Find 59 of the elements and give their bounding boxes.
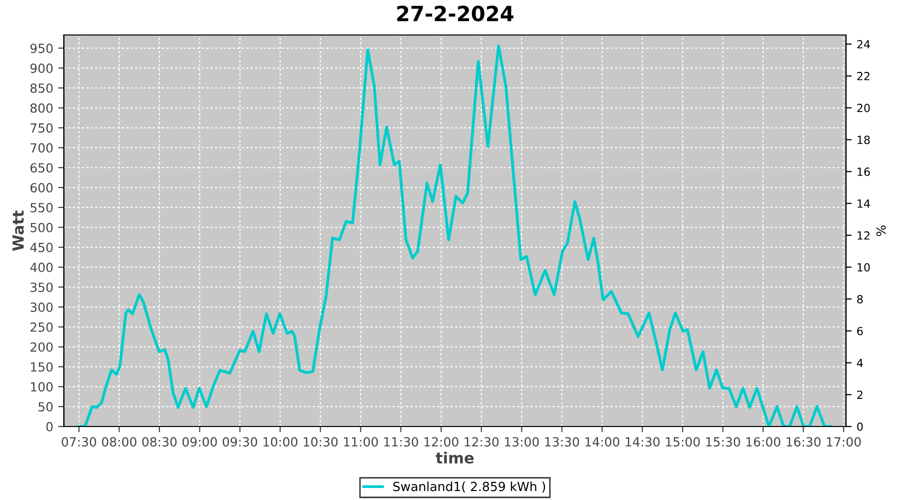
x-tick-label: 11:00 [344, 437, 378, 447]
y-tick-label: 900 [30, 64, 53, 73]
y-tick-label: 950 [30, 44, 53, 54]
x-tick-label: 09:30 [222, 437, 258, 447]
x-axis-title: time [436, 452, 474, 464]
x-tick-label: 09:00 [182, 437, 217, 447]
y-tick-label: 600 [30, 183, 53, 192]
y-tick-label: 250 [30, 322, 53, 332]
x-tick-label: 12:30 [464, 437, 499, 447]
y2-tick-label: 22 [857, 72, 870, 80]
x-tick-label: 16:00 [746, 437, 780, 447]
line-series [78, 44, 833, 426]
y-tick-label: 650 [30, 163, 53, 173]
y2-tick-label: 20 [857, 104, 870, 112]
y-tick-label: 800 [30, 103, 53, 113]
y2-tick-label: 4 [856, 358, 863, 367]
y2-tick-label: 0 [857, 422, 863, 431]
y-tick-label: 850 [30, 83, 53, 93]
x-tick-label: 15:00 [666, 437, 700, 447]
y-tick-label: 200 [30, 342, 53, 352]
y-tick-label: 500 [30, 222, 53, 232]
y-tick-label: 350 [30, 282, 53, 292]
y2-tick-label: 8 [857, 295, 863, 304]
x-tick-label: 17:00 [826, 437, 861, 447]
y-tick-label: 700 [30, 143, 53, 153]
chart-title: 27-2-2024 [397, 6, 514, 22]
x-tick-label: 12:00 [424, 437, 458, 447]
y-tick-label: 300 [30, 302, 53, 312]
x-tick-label: 11:30 [384, 437, 418, 447]
x-tick-label: 13:30 [545, 437, 580, 447]
y-tick-label: 450 [30, 242, 53, 252]
x-tick-label: 10:00 [264, 437, 298, 447]
x-tick-label: 08:30 [142, 437, 177, 447]
y-tick-label: 100 [30, 382, 53, 392]
y2-tick-label: 14 [858, 200, 870, 208]
y2-tick-label: 10 [858, 263, 870, 272]
y-tick-label: 550 [30, 202, 53, 212]
y-axis-title: Watt [12, 210, 24, 251]
y2-tick-label: 12 [858, 231, 870, 240]
x-tick-label: 07:30 [62, 437, 96, 447]
legend-label: Swanland1( 2.859 kWh ) [393, 482, 546, 493]
x-tick-label: 14:30 [626, 437, 660, 447]
x-tick-label: 15:30 [706, 437, 740, 447]
y-tick-label: 150 [30, 362, 53, 372]
x-tick-label: 16:30 [786, 437, 821, 447]
y2-tick-label: 6 [857, 326, 863, 336]
x-tick-label: 08:00 [102, 437, 136, 447]
x-tick-label: 13:00 [504, 437, 539, 447]
y-tick-label: 400 [30, 262, 53, 272]
y-tick-label: 750 [30, 123, 53, 133]
x-tick-label: 10:30 [304, 437, 338, 447]
y2-tick-label: 18 [858, 136, 870, 144]
y2-tick-label: 24 [857, 40, 870, 48]
y2-tick-label: 2 [857, 390, 862, 399]
y-tick-label: 50 [38, 402, 53, 412]
y-tick-label: 0 [46, 422, 53, 432]
y2-axis-title: % [876, 226, 886, 236]
x-tick-label: 14:00 [585, 437, 620, 447]
y2-tick-label: 16 [858, 168, 870, 176]
